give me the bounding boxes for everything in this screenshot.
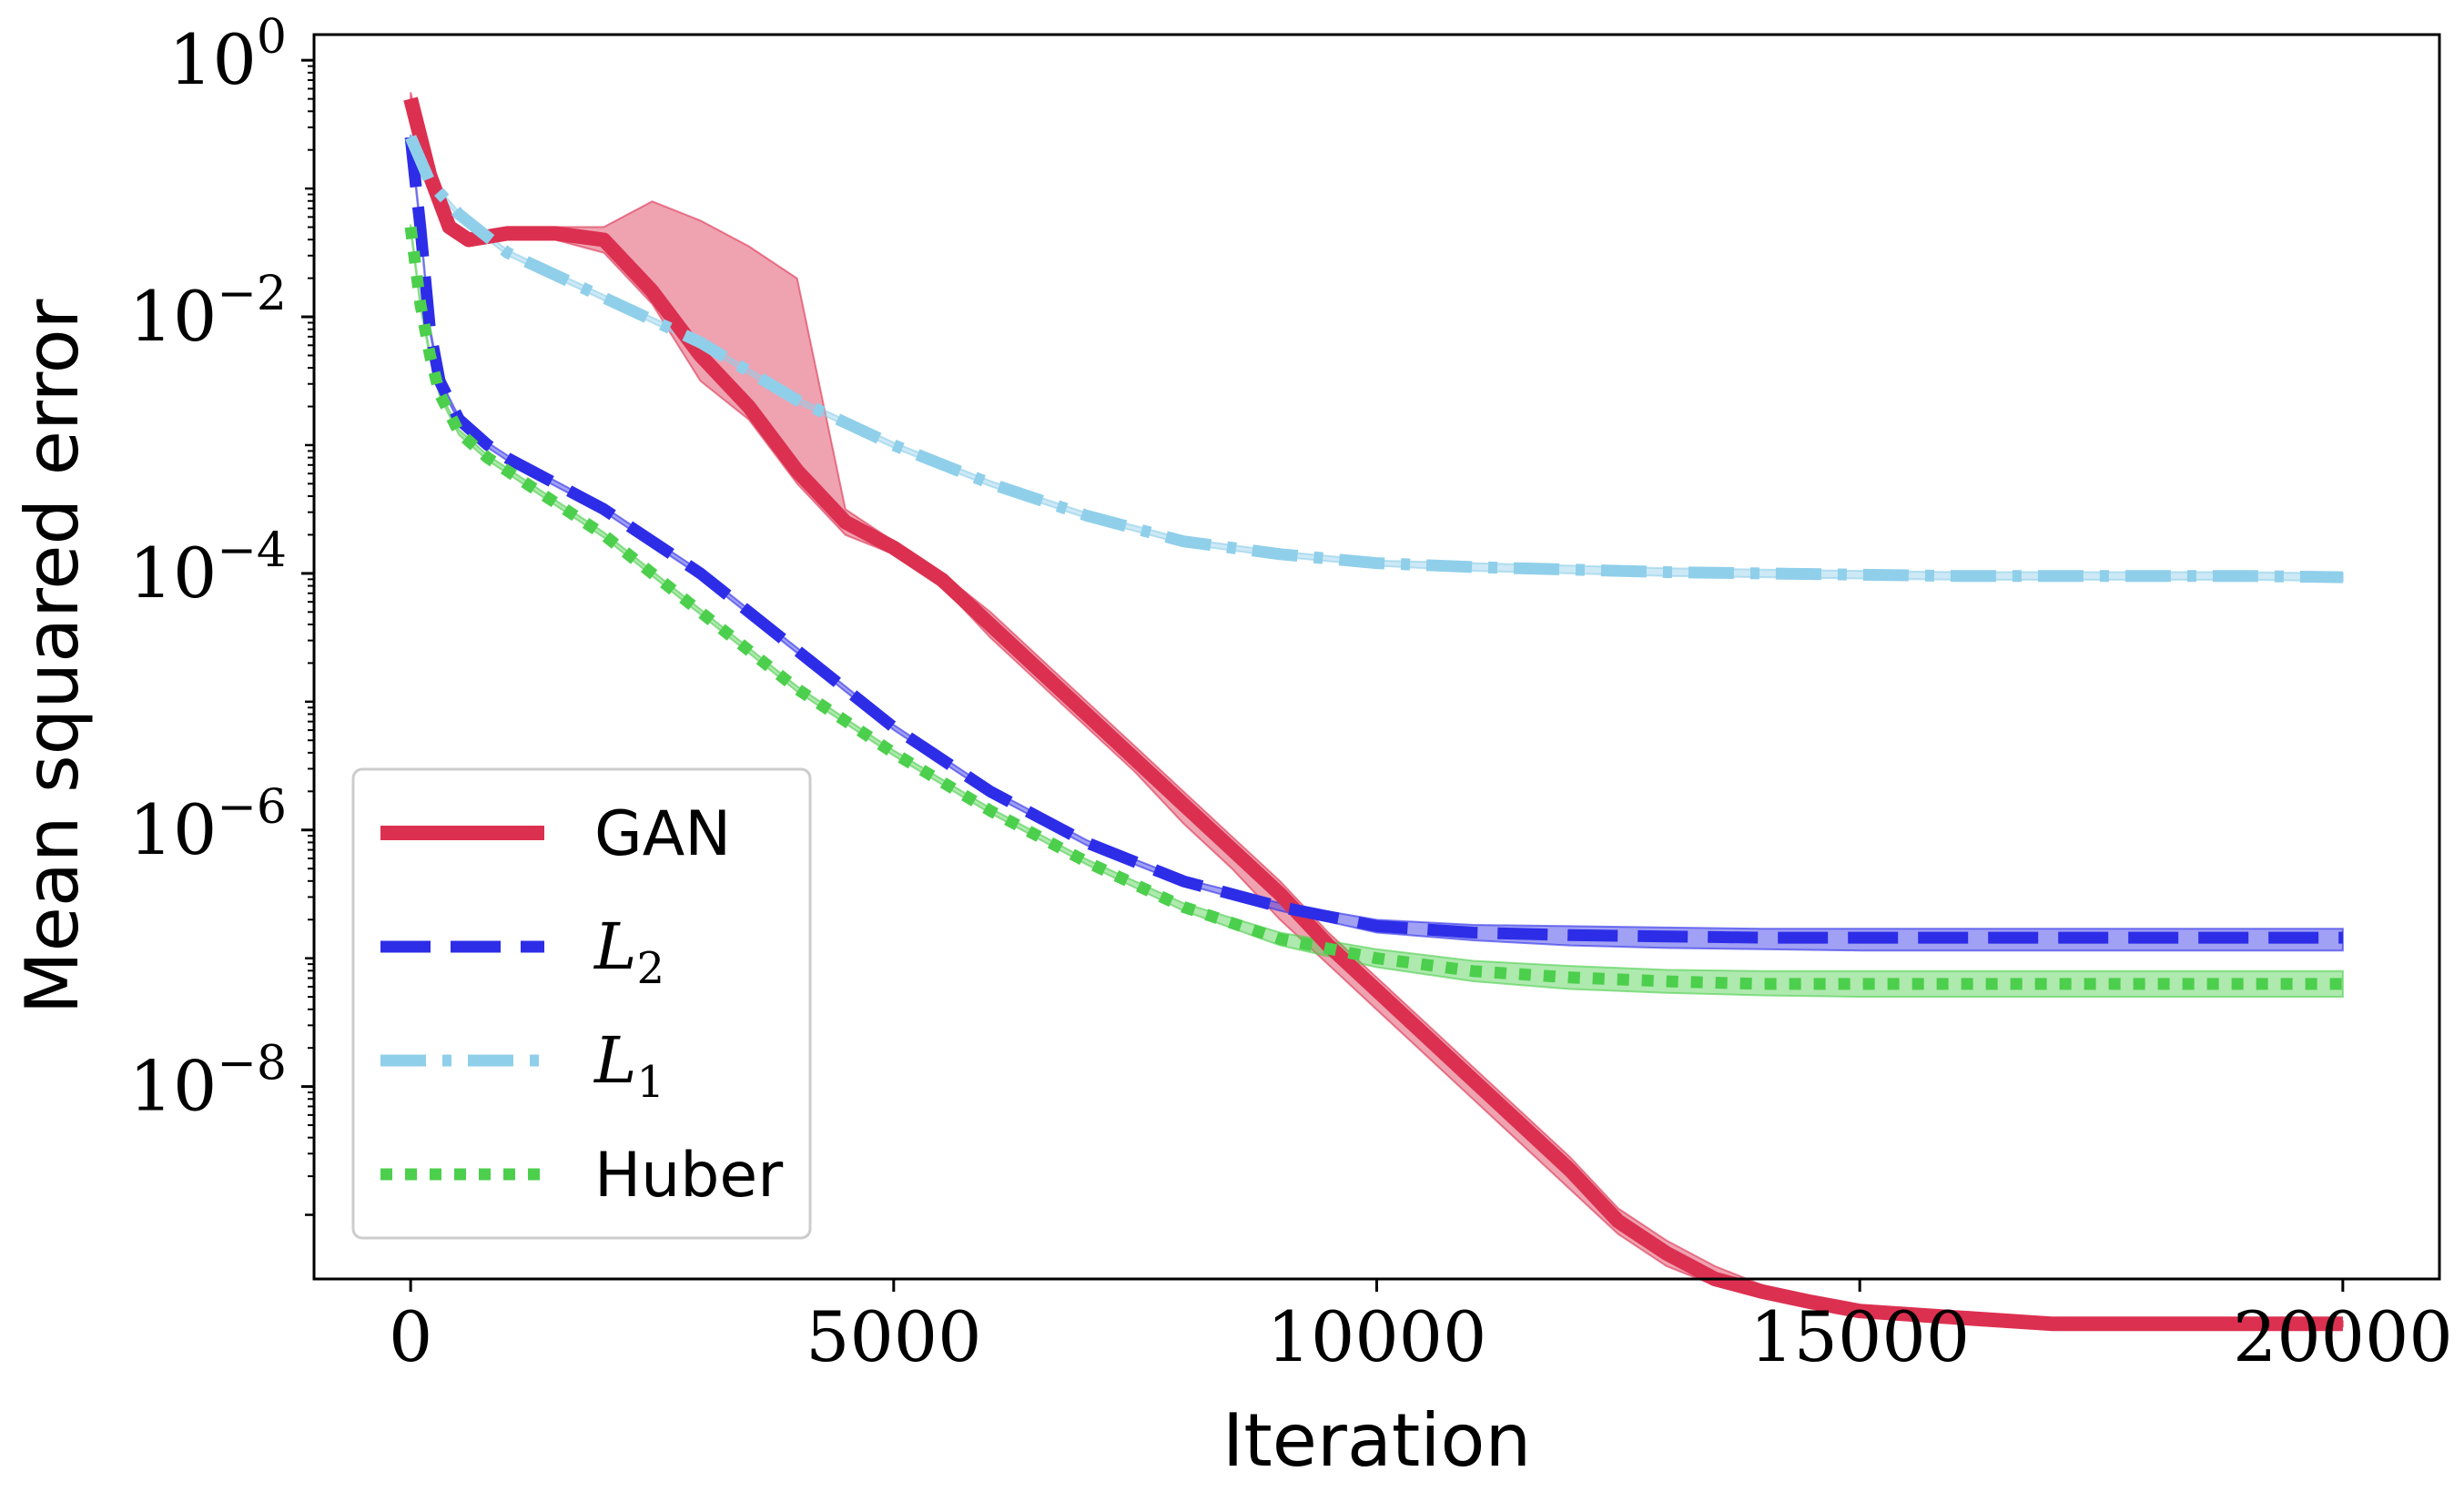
legend-label: GAN — [594, 798, 731, 870]
x-axis-title: Iteration — [1222, 1398, 1531, 1483]
legend-box — [351, 767, 812, 1240]
y-axis-ticks: 100 10−2 10−4 10−6 10−8 — [129, 10, 314, 1216]
legend-label: L1 — [593, 1023, 664, 1108]
series-line-l2 — [404, 136, 2343, 944]
series-line-gan — [403, 96, 2343, 1332]
x-axis-ticks: 0 5000 10000 15000 20000 — [389, 1279, 2453, 1377]
x-tick-label: 0 — [389, 1296, 432, 1377]
legend: GAN L2 L1 Huber — [351, 767, 812, 1240]
x-tick-label: 10000 — [1267, 1296, 1487, 1377]
x-tick-label: 5000 — [806, 1296, 981, 1377]
y-tick-label: 10−6 — [129, 780, 287, 870]
y-axis-title: Mean squared error — [10, 299, 95, 1014]
y-tick-label: 10−2 — [129, 267, 287, 357]
series-line-huber — [404, 226, 2343, 990]
y-tick-label: 10−8 — [129, 1037, 287, 1127]
series-lines — [403, 96, 2343, 1332]
x-tick-label: 20000 — [2233, 1296, 2453, 1377]
series-line-l1 — [405, 135, 2343, 584]
y-tick-label: 100 — [168, 10, 287, 100]
y-tick-label: 10−4 — [129, 523, 287, 614]
legend-label: L2 — [593, 909, 664, 994]
x-tick-label: 15000 — [1749, 1296, 1970, 1377]
legend-label: Huber — [594, 1140, 783, 1212]
